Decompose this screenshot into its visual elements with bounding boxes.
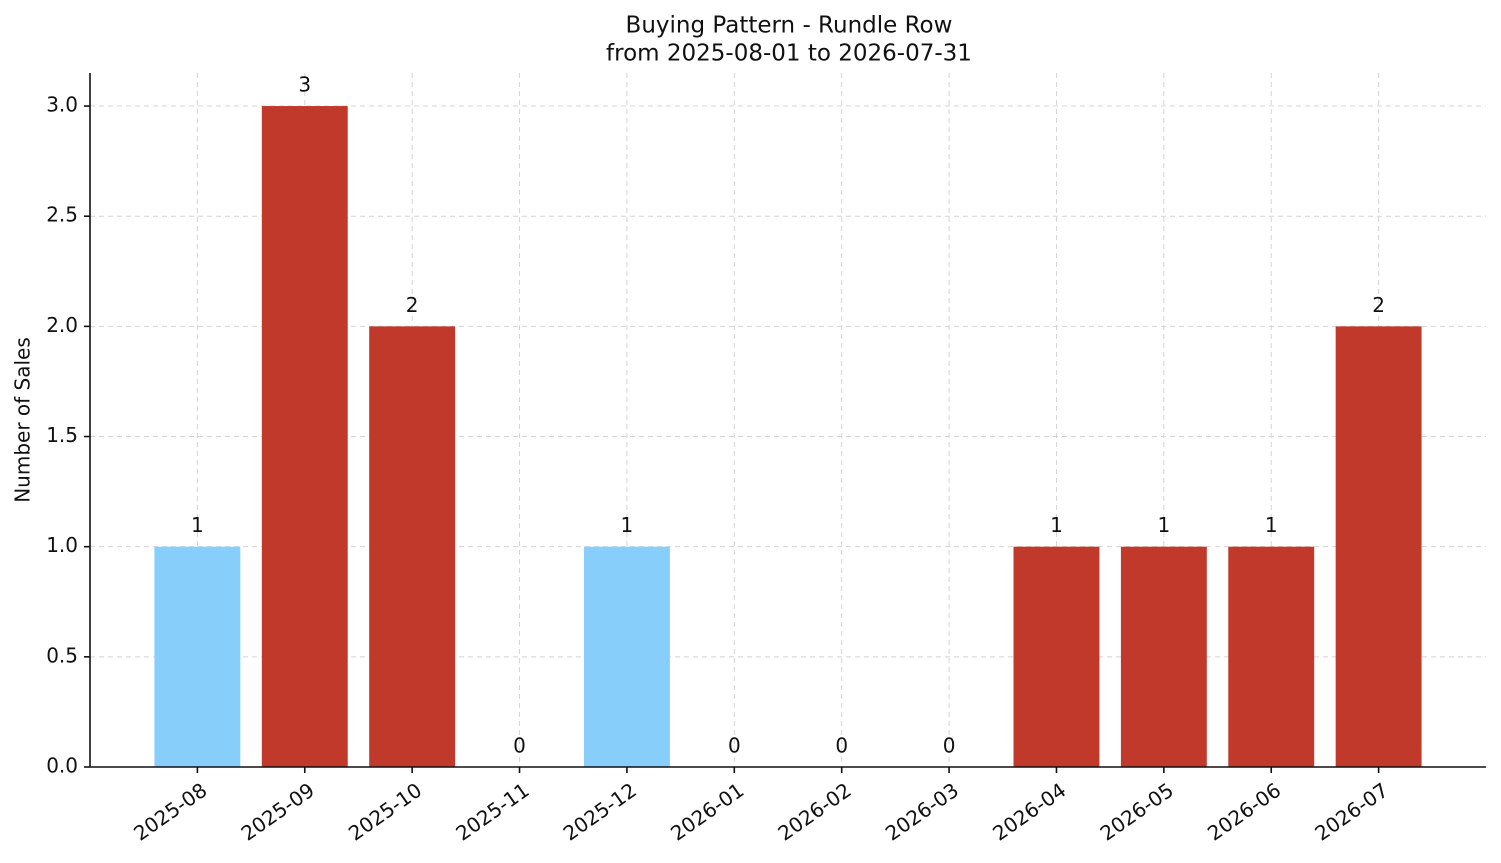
bar xyxy=(1120,546,1207,767)
x-tick-label: 2026-05 xyxy=(1096,778,1178,846)
bar xyxy=(1013,546,1100,767)
value-label: 0 xyxy=(513,734,526,758)
y-tick-label: 2.0 xyxy=(46,313,78,337)
x-tick-label: 2026-07 xyxy=(1310,778,1392,846)
value-label: 3 xyxy=(298,73,311,97)
x-tick-label: 2026-01 xyxy=(666,778,748,846)
bar xyxy=(1228,546,1315,767)
value-label: 1 xyxy=(621,513,634,537)
x-tick-label: 2026-02 xyxy=(773,778,855,846)
value-label: 1 xyxy=(1265,513,1278,537)
y-tick-label: 1.0 xyxy=(46,533,78,557)
x-tick-label: 2025-11 xyxy=(451,778,533,846)
y-tick-label: 0.5 xyxy=(46,643,78,667)
x-tick-label: 2025-09 xyxy=(237,778,319,846)
value-label: 2 xyxy=(406,293,419,317)
chart-title: Buying Pattern - Rundle Row xyxy=(626,13,953,39)
x-tick-label: 2026-03 xyxy=(881,778,963,846)
value-label: 0 xyxy=(835,734,848,758)
bar xyxy=(369,326,456,767)
value-label: 0 xyxy=(943,734,956,758)
value-label: 2 xyxy=(1372,293,1385,317)
bar xyxy=(1335,326,1422,767)
bar xyxy=(154,546,241,767)
x-tick-label: 2025-10 xyxy=(344,778,426,846)
y-tick-label: 1.5 xyxy=(46,423,78,447)
x-tick-label: 2026-04 xyxy=(988,778,1070,846)
chart-subtitle: from 2025-08-01 to 2026-07-31 xyxy=(606,41,972,67)
bar xyxy=(261,106,348,768)
bar xyxy=(583,546,670,767)
x-tick-label: 2025-12 xyxy=(559,778,641,846)
value-label: 1 xyxy=(191,513,204,537)
y-axis-label: Number of Sales xyxy=(11,337,35,503)
y-tick-label: 3.0 xyxy=(46,93,78,117)
y-tick-label: 0.0 xyxy=(46,754,78,778)
value-label: 1 xyxy=(1050,513,1063,537)
value-label: 0 xyxy=(728,734,741,758)
value-label: 1 xyxy=(1157,513,1170,537)
x-tick-label: 2026-06 xyxy=(1203,778,1285,846)
y-tick-label: 2.5 xyxy=(46,203,78,227)
x-tick-label: 2025-08 xyxy=(129,778,211,846)
